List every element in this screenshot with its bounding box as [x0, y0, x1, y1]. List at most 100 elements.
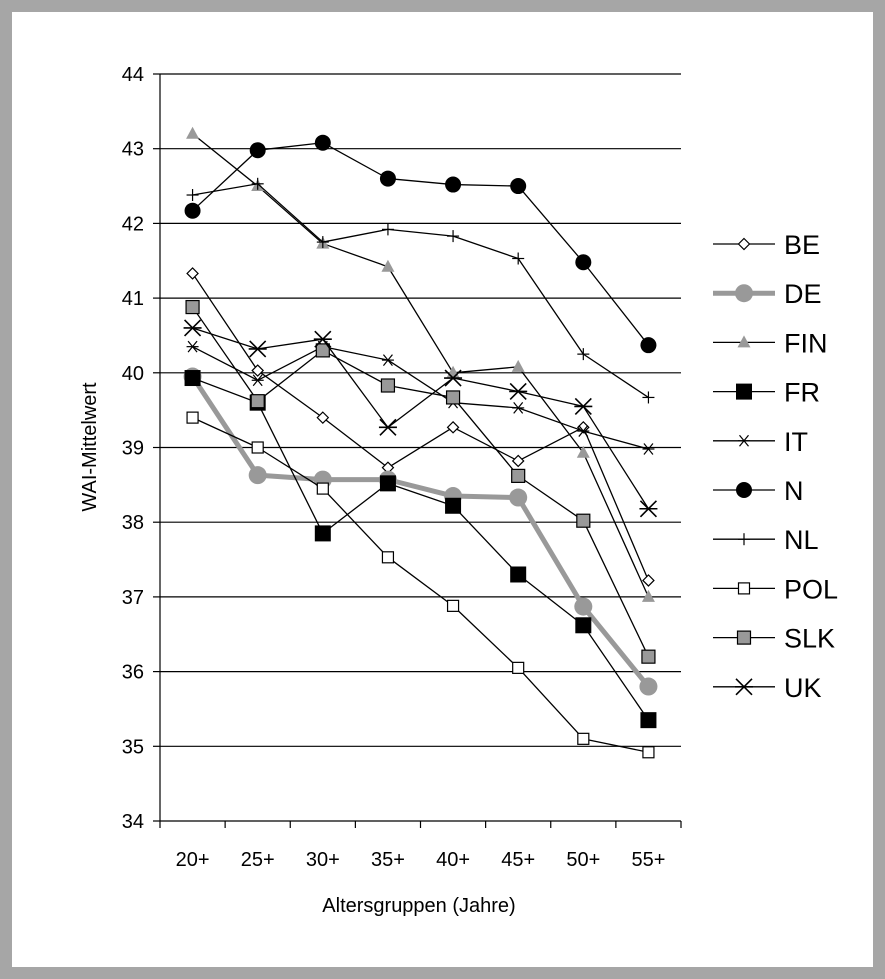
point-n-55+	[640, 337, 657, 354]
point-fin-20+	[186, 126, 200, 139]
point-uk-35+	[378, 418, 397, 436]
y-tick-label: 41	[122, 288, 144, 310]
legend-marker-de	[735, 284, 753, 303]
point-n-20+	[184, 202, 201, 219]
point-n-45+	[510, 178, 527, 195]
point-slk-45+	[511, 468, 526, 483]
axes	[153, 73, 682, 828]
series-nl	[186, 177, 655, 404]
point-be-30+	[316, 411, 330, 424]
legend-marker-uk	[735, 678, 753, 696]
series-line-pol	[192, 417, 649, 753]
legend-label: DE	[784, 279, 822, 309]
series-uk	[183, 319, 658, 518]
point-n-25+	[249, 142, 266, 159]
x-tick-label: 25+	[241, 849, 275, 871]
point-be-40+	[446, 420, 460, 434]
series-de	[183, 367, 658, 696]
x-tick-label: 45+	[501, 849, 535, 871]
legend-label: FR	[784, 378, 820, 408]
series-line-slk	[192, 306, 650, 657]
series-line-fr	[192, 377, 649, 721]
point-uk-20+	[183, 319, 202, 337]
point-it-35+	[381, 354, 394, 366]
point-pol-40+	[446, 599, 460, 612]
point-it-25+	[251, 374, 264, 387]
y-tick-label: 36	[122, 662, 144, 684]
point-de-45+	[509, 488, 528, 507]
point-de-55+	[639, 677, 658, 696]
point-nl-50+	[577, 348, 590, 361]
point-it-50+	[577, 425, 590, 437]
y-tick-label: 38	[122, 512, 144, 534]
x-tick-label: 30+	[306, 849, 340, 871]
legend-item-nl: NL	[713, 525, 819, 555]
legend-label: FIN	[784, 328, 828, 358]
point-it-20+	[186, 340, 199, 353]
legend-item-fin: FIN	[713, 328, 828, 358]
series-line-be	[192, 273, 650, 581]
x-tick-labels: 20+ 25+ 30+ 35+ 40+ 45+ 50+ 55+	[176, 849, 666, 871]
point-be-45+	[511, 454, 525, 468]
legend: BE DE FIN FR IT N NL POL SLK UK	[713, 230, 838, 703]
y-tick-label: 35	[122, 736, 144, 758]
point-nl-35+	[381, 223, 394, 236]
point-uk-40+	[444, 369, 463, 387]
legend-marker-it	[738, 434, 750, 447]
point-pol-50+	[577, 732, 590, 745]
point-fr-50+	[575, 617, 592, 634]
point-it-55+	[642, 443, 655, 455]
legend-item-it: IT	[713, 427, 808, 457]
legend-label: BE	[784, 230, 820, 260]
point-uk-25+	[248, 340, 267, 358]
point-nl-45+	[512, 252, 525, 265]
legend-label: SLK	[784, 624, 835, 654]
series-pol	[186, 411, 655, 759]
legend-item-pol: POL	[713, 574, 838, 604]
x-tick-label: 50+	[566, 849, 600, 871]
point-slk-25+	[250, 394, 265, 409]
grid-lines	[160, 73, 681, 747]
series-lines	[183, 126, 658, 759]
y-tick-label: 44	[122, 64, 144, 86]
x-tick-label: 20+	[176, 849, 210, 871]
y-axis-label: WAI-Mittelwert	[79, 382, 101, 512]
point-fin-45+	[511, 359, 525, 372]
point-pol-30+	[316, 482, 329, 495]
point-be-55+	[642, 574, 655, 587]
series-line-n	[192, 142, 649, 346]
series-line-it	[192, 346, 649, 450]
legend-marker-nl	[738, 533, 750, 546]
legend-label: NL	[784, 525, 819, 555]
y-tick-label: 39	[122, 438, 144, 460]
series-line-de	[190, 375, 651, 689]
point-pol-25+	[251, 441, 264, 454]
legend-label: IT	[784, 427, 808, 457]
series-line-nl	[192, 183, 649, 398]
point-pol-35+	[381, 551, 395, 564]
point-slk-55+	[641, 649, 656, 664]
legend-marker-fin	[737, 335, 751, 348]
series-line-uk	[192, 327, 649, 510]
y-tick-label: 34	[122, 811, 144, 833]
legend-item-be: BE	[713, 230, 820, 260]
x-tick-label: 40+	[436, 849, 470, 871]
point-de-50+	[574, 597, 593, 616]
point-fr-35+	[379, 475, 396, 492]
y-tick-labels: 34 35 36 37 38 39 40 41 42 43 44	[122, 64, 144, 833]
point-fin-35+	[381, 259, 395, 272]
point-it-45+	[512, 402, 525, 414]
legend-item-fr: FR	[713, 378, 820, 408]
legend-label: UK	[784, 673, 822, 703]
point-slk-35+	[380, 378, 396, 393]
point-slk-50+	[576, 513, 591, 528]
point-nl-55+	[642, 391, 655, 404]
x-tick-label: 35+	[371, 849, 405, 871]
point-uk-45+	[509, 382, 528, 401]
point-uk-50+	[574, 397, 593, 415]
point-fin-55+	[641, 589, 655, 602]
point-pol-20+	[186, 411, 199, 424]
point-fr-30+	[314, 525, 331, 542]
point-uk-55+	[639, 500, 658, 518]
